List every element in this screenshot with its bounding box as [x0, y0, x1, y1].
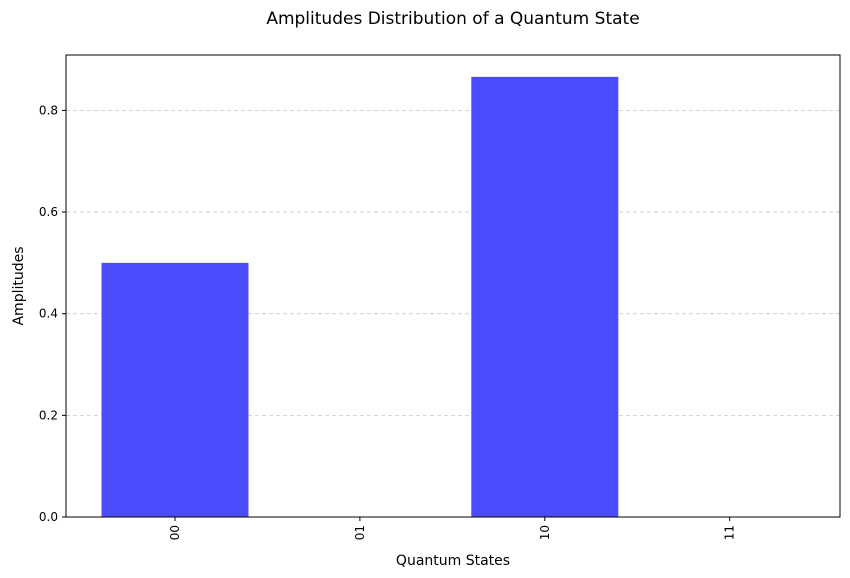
y-tick-label: 0.6 — [39, 205, 58, 219]
x-tick-label: 00 — [168, 525, 182, 540]
x-axis-ticks: 00 01 10 11 — [168, 517, 737, 540]
plot-frame — [65, 54, 841, 518]
x-axis-label: Quantum States — [396, 553, 510, 569]
y-tick-label: 0.2 — [39, 408, 58, 422]
x-tick-label: 01 — [353, 525, 367, 540]
bars — [101, 76, 619, 517]
bar-10 — [471, 76, 619, 517]
y-tick-label: 0.4 — [39, 307, 58, 321]
x-tick-label: 11 — [723, 525, 737, 540]
y-axis-ticks: 0.0 0.2 0.4 0.6 0.8 — [39, 103, 66, 524]
y-axis-label: Amplitudes — [11, 246, 27, 325]
x-tick-label: 10 — [538, 525, 552, 540]
bar-00 — [101, 262, 249, 517]
y-tick-label: 0.0 — [39, 510, 58, 524]
y-tick-label: 0.8 — [39, 103, 58, 117]
chart-title: Amplitudes Distribution of a Quantum Sta… — [266, 9, 639, 29]
